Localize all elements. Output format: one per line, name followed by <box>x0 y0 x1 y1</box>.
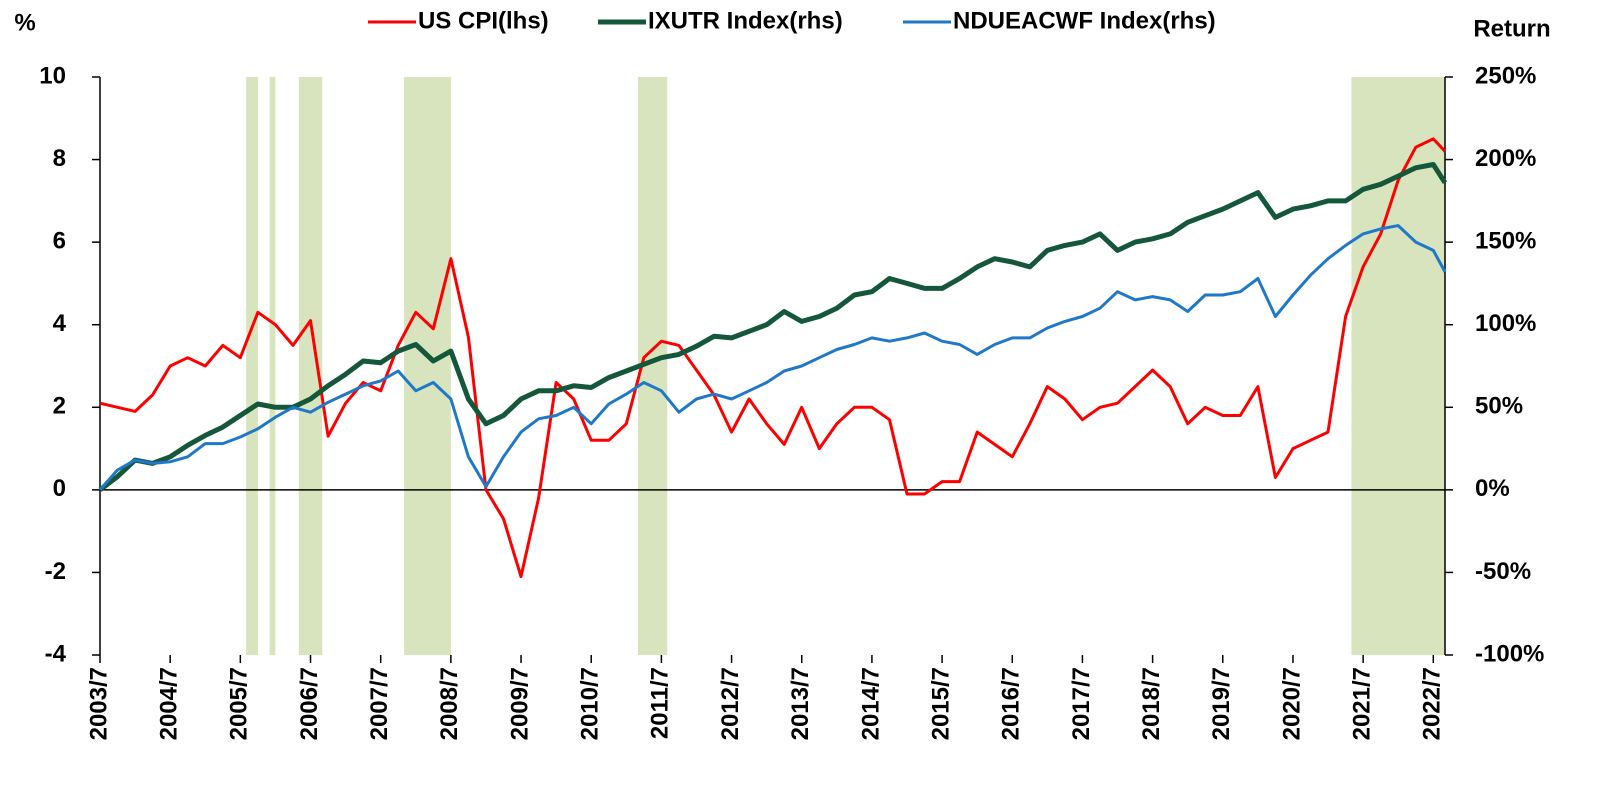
x-tick-label: 2004/7 <box>156 667 183 740</box>
x-tick-label: 2014/7 <box>857 667 884 740</box>
series-line <box>98 162 1448 492</box>
series-line <box>99 137 1447 579</box>
x-tick-label: 2017/7 <box>1068 667 1095 740</box>
x-tick-label: 2008/7 <box>436 667 463 740</box>
y2-tick-label: 200% <box>1475 145 1536 172</box>
shaded-period <box>269 77 276 655</box>
y2-tick-label: 50% <box>1475 393 1523 420</box>
legend-label: IXUTR Index(rhs) <box>648 7 843 34</box>
x-tick-label: 2016/7 <box>998 667 1025 740</box>
y2-tick-label: 0% <box>1475 475 1510 502</box>
y2-tick-label: -50% <box>1475 558 1531 585</box>
y-tick-label: 8 <box>53 145 66 172</box>
x-tick-label: 2003/7 <box>85 667 112 740</box>
y-tick-label: 2 <box>53 393 66 420</box>
shaded-period <box>246 77 258 655</box>
x-tick-label: 2006/7 <box>296 667 323 740</box>
x-tick-label: 2018/7 <box>1138 667 1165 740</box>
x-tick-label: 2005/7 <box>226 667 253 740</box>
x-tick-label: 2007/7 <box>366 667 393 740</box>
shaded-period <box>404 77 451 655</box>
x-tick-label: 2013/7 <box>787 667 814 740</box>
y2-tick-label: 150% <box>1475 227 1536 254</box>
x-tick-label: 2012/7 <box>717 667 744 740</box>
legend-label: US CPI(lhs) <box>418 7 549 34</box>
y-tick-label: -4 <box>45 640 67 667</box>
x-tick-label: 2021/7 <box>1348 667 1375 740</box>
shaded-period <box>298 77 323 655</box>
x-tick-label: 2010/7 <box>577 667 604 740</box>
x-tick-label: 2015/7 <box>927 667 954 740</box>
legend-label: NDUEACWF Index(rhs) <box>953 7 1216 34</box>
y-tick-label: 0 <box>53 475 66 502</box>
y-axis-label: % <box>14 9 35 36</box>
y2-tick-label: -100% <box>1475 640 1544 667</box>
y2-axis-label: Return <box>1473 15 1550 42</box>
y2-tick-label: 250% <box>1475 62 1536 89</box>
y-tick-label: 10 <box>39 62 66 89</box>
series-line <box>98 224 1447 491</box>
y-tick-label: 6 <box>53 227 66 254</box>
x-tick-label: 2020/7 <box>1278 667 1305 740</box>
x-tick-label: 2011/7 <box>647 667 674 739</box>
x-tick-label: 2009/7 <box>506 667 533 740</box>
y2-tick-label: 100% <box>1475 310 1536 337</box>
y-tick-label: -2 <box>45 558 66 585</box>
y-tick-label: 4 <box>53 310 67 337</box>
x-tick-label: 2019/7 <box>1208 667 1235 740</box>
x-tick-label: 2022/7 <box>1419 667 1446 740</box>
